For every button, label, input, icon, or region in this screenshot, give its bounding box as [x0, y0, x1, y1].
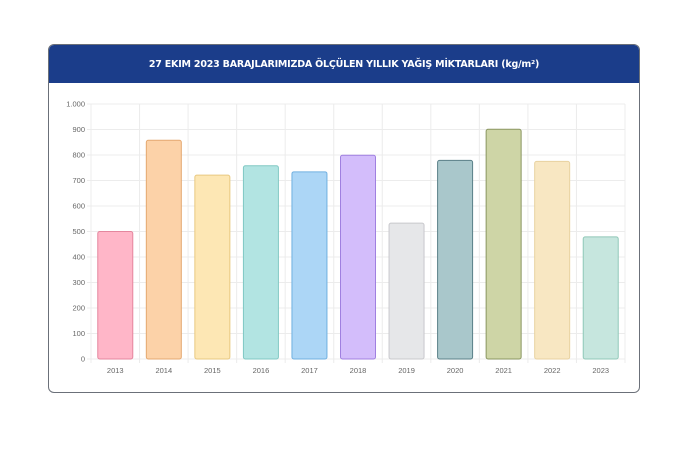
y-tick-label: 0 — [81, 355, 85, 364]
y-tick-label: 1.000 — [66, 100, 85, 109]
x-tick-label: 2018 — [350, 366, 367, 375]
y-tick-label: 300 — [72, 278, 85, 287]
x-tick-label: 2021 — [495, 366, 512, 375]
x-tick-label: 2020 — [447, 366, 464, 375]
x-tick-label: 2015 — [204, 366, 221, 375]
bar-2020[interactable] — [437, 159, 474, 360]
bar-2021[interactable] — [485, 128, 522, 360]
y-tick-label: 500 — [72, 227, 85, 236]
y-tick-label: 200 — [72, 304, 85, 313]
y-tick-label: 600 — [72, 202, 85, 211]
bar-2018[interactable] — [340, 154, 376, 360]
x-tick-label: 2016 — [253, 366, 270, 375]
y-tick-label: 700 — [72, 176, 85, 185]
y-tick-label: 900 — [72, 125, 85, 134]
chart-title: 27 EKIM 2023 BARAJLARIMIZDA ÖLÇÜLEN YILL… — [49, 45, 639, 83]
x-tick-label: 2023 — [592, 366, 609, 375]
x-tick-label: 2013 — [107, 366, 124, 375]
bar-2015[interactable] — [194, 174, 231, 360]
y-tick-label: 800 — [72, 151, 85, 160]
x-tick-label: 2019 — [398, 366, 415, 375]
x-tick-label: 2017 — [301, 366, 318, 375]
bar-2013[interactable] — [97, 231, 134, 360]
bar-2016[interactable] — [242, 165, 279, 360]
x-tick-label: 2014 — [155, 366, 172, 375]
bar-2017[interactable] — [291, 171, 328, 360]
x-tick-label: 2022 — [544, 366, 561, 375]
bar-2023[interactable] — [582, 236, 619, 360]
bar-2014[interactable] — [145, 139, 182, 360]
bar-2022[interactable] — [534, 160, 571, 360]
bar-2019[interactable] — [388, 222, 425, 360]
y-tick-label: 100 — [72, 329, 85, 338]
y-tick-label: 400 — [72, 253, 85, 262]
